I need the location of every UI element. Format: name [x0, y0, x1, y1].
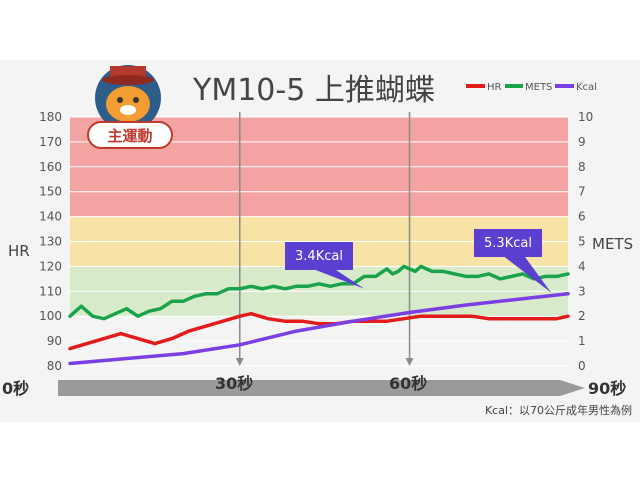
- callout-pointer: [315, 270, 365, 289]
- y-tick-right: 9: [578, 135, 586, 149]
- time-label-start: 0秒: [2, 379, 29, 398]
- y-tick-left: 120: [39, 259, 62, 273]
- y-tick-right: 10: [578, 110, 593, 124]
- y-tick-right: 2: [578, 309, 586, 323]
- y-tick-right: 7: [578, 185, 586, 199]
- callout-label: 3.4Kcal: [295, 249, 343, 264]
- series-line-hr: [68, 311, 570, 351]
- y-tick-left: 160: [39, 160, 62, 174]
- y-tick-right: 4: [578, 259, 586, 273]
- y-tick-left: 180: [39, 110, 62, 124]
- footnote: Kcal：以70公斤成年男性為例: [485, 403, 632, 417]
- callout-label: 5.3Kcal: [484, 236, 532, 251]
- y-tick-left: 80: [47, 359, 62, 373]
- time-marker-arrowhead: [405, 358, 414, 366]
- y-tick-right: 1: [578, 334, 586, 348]
- y-tick-left: 110: [39, 284, 62, 298]
- y-axis-label-left: HR: [8, 242, 30, 260]
- y-tick-right: 6: [578, 210, 586, 224]
- callout-box: [474, 229, 542, 257]
- y-tick-left: 150: [39, 185, 62, 199]
- time-label-end: 90秒: [588, 379, 626, 398]
- tiger-mascot-logo: [95, 65, 161, 131]
- y-axis-label-right: METS: [592, 235, 633, 253]
- badge-label: 主運動: [107, 127, 152, 145]
- callout-box: [285, 242, 353, 270]
- y-tick-left: 130: [39, 235, 62, 249]
- y-tick-left: 100: [39, 309, 62, 323]
- y-tick-left: 170: [39, 135, 62, 149]
- y-tick-left: 90: [47, 334, 62, 348]
- legend-label-mets: METS: [525, 82, 552, 93]
- time-label-30: 30秒: [215, 374, 253, 393]
- time-axis-arrow: [58, 380, 585, 396]
- legend: HR METS Kcal: [466, 82, 597, 93]
- series-line-mets: [68, 264, 570, 321]
- main-exercise-badge: 主運動: [87, 121, 173, 149]
- y-tick-right: 3: [578, 284, 586, 298]
- series-line-kcal: [68, 292, 570, 366]
- y-tick-right: 8: [578, 160, 586, 174]
- chart-title: YM10-5 上推蝴蝶: [192, 73, 435, 108]
- y-tick-left: 140: [39, 210, 62, 224]
- time-label-60: 60秒: [389, 374, 427, 393]
- time-marker-arrowhead: [235, 358, 244, 366]
- callout-pointer: [504, 257, 552, 293]
- y-tick-right: 0: [578, 359, 586, 373]
- legend-label-kcal: Kcal: [576, 82, 597, 93]
- y-tick-right: 5: [578, 235, 586, 249]
- legend-label-hr: HR: [487, 82, 502, 93]
